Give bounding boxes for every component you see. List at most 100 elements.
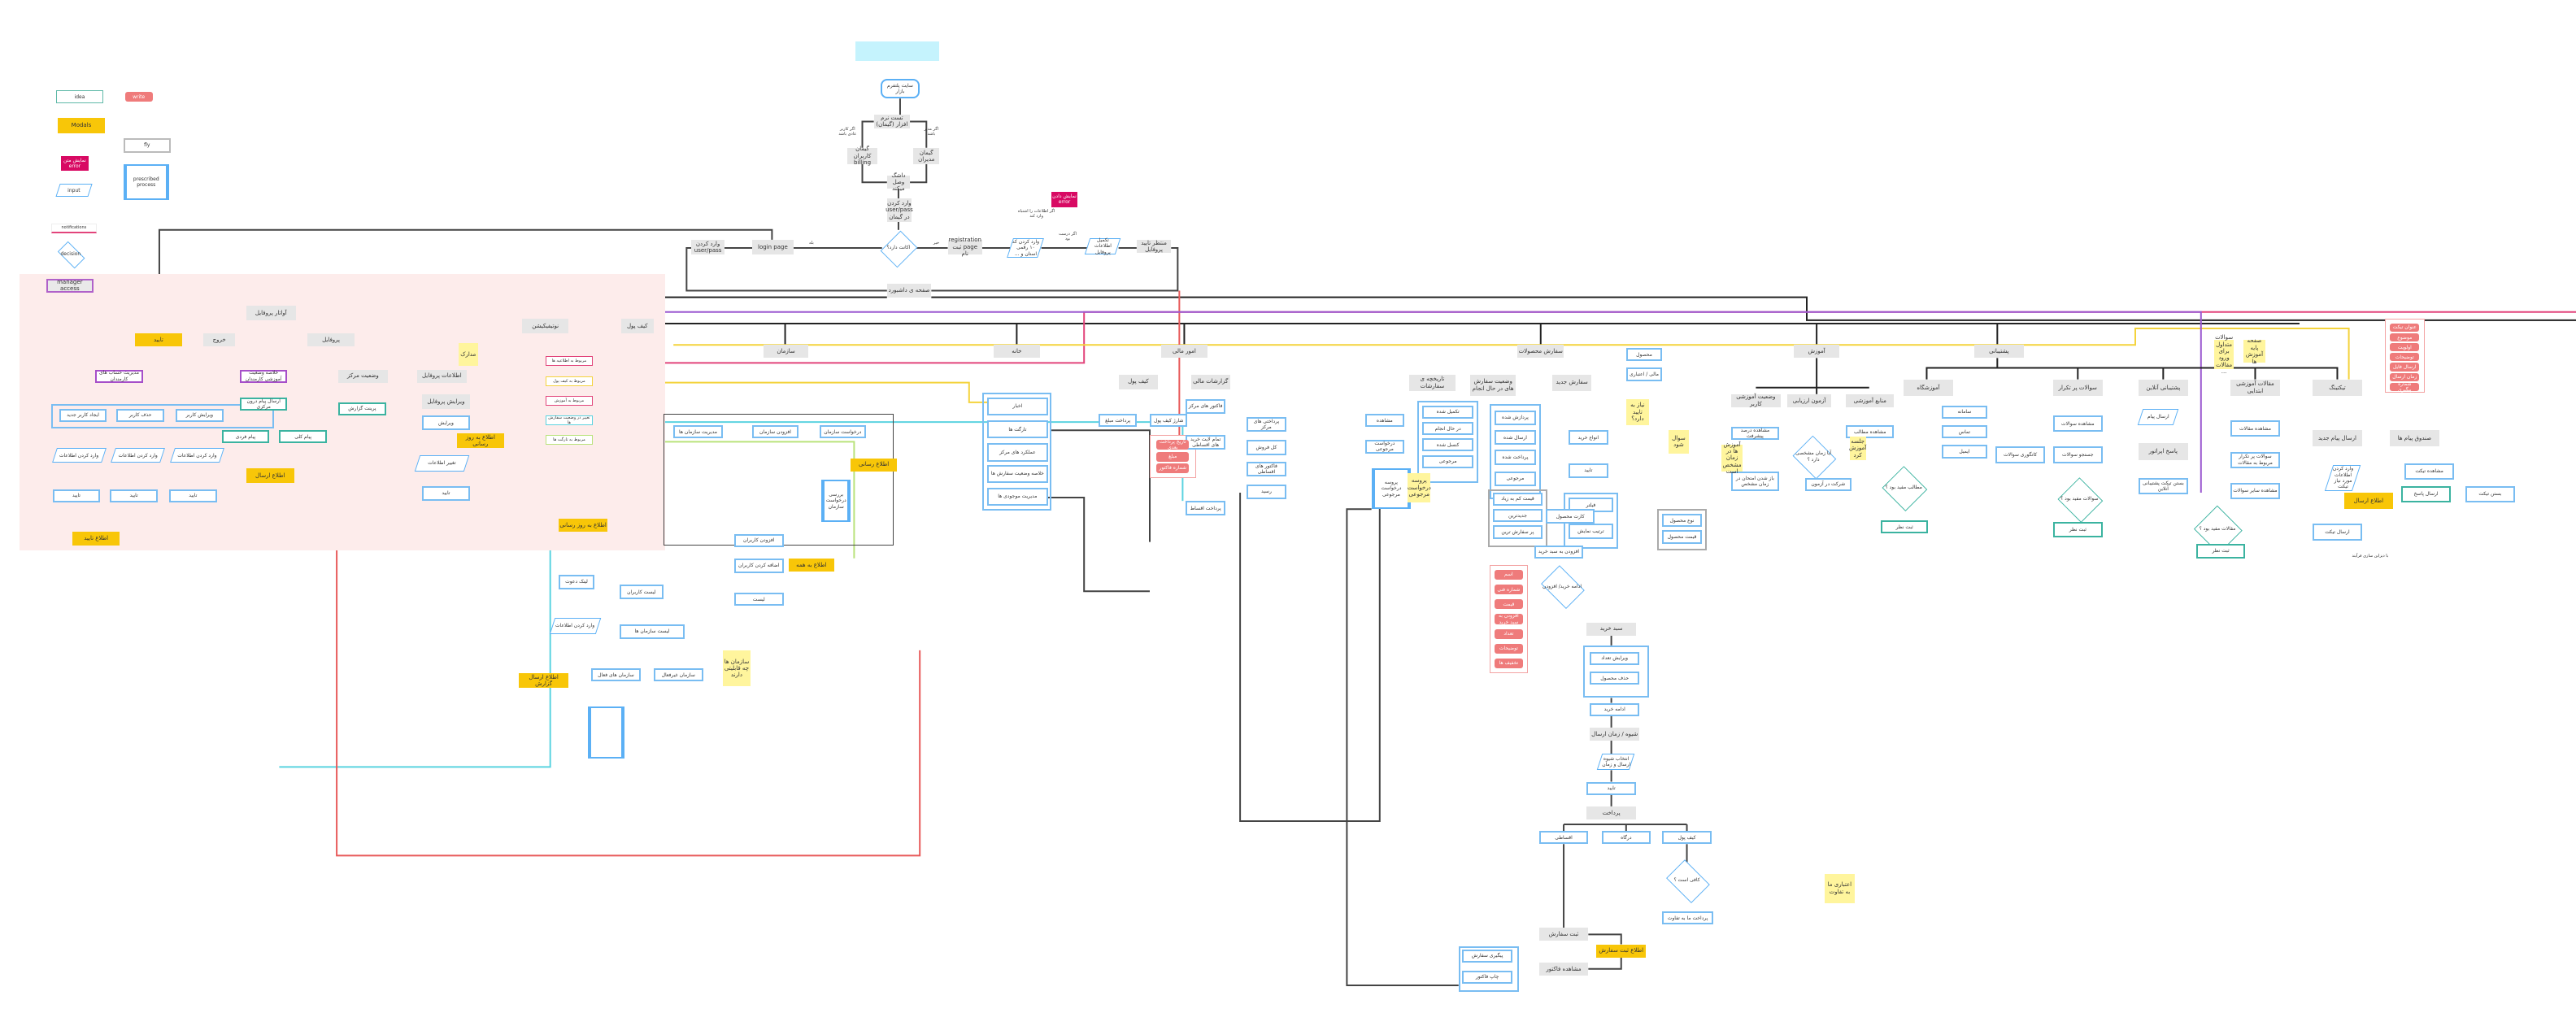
node-label: سفارش محصولات	[1518, 348, 1563, 355]
node-label: اطلاع به همه	[796, 561, 827, 568]
tr4-node: توضیحات	[2390, 353, 2420, 362]
node-label: مشاهده مقالات	[2239, 425, 2271, 432]
t-note-node: با دیزاین سازی فرآیند	[2346, 552, 2395, 560]
node-label: پاسخ اپراتور	[2148, 448, 2178, 455]
neworder-node: سفارش جدید	[1551, 374, 1592, 391]
c1-node: پردازش شده	[1495, 411, 1536, 426]
org1-node: مدیریت سازمان ها	[673, 425, 723, 439]
node-label: کارت محصول	[1556, 513, 1585, 520]
e-view-node: مشاهده مطالب	[1846, 425, 1895, 439]
node-label: تایید	[442, 490, 450, 497]
node-label: سازمان ها چه قابلیتی دارند	[724, 658, 750, 679]
confirm-node: تایید	[169, 489, 217, 503]
connector-line	[910, 164, 928, 184]
node-label: بستن تیکت پشتیبانی آنلاین	[2142, 480, 2184, 492]
report-node: پرینت گزارش	[338, 402, 386, 416]
node-label: قیمت کم به زیاد	[1501, 496, 1534, 502]
node-label: گزارشات مالی	[1193, 378, 1229, 385]
e-exam-node: آزمون ارزیابی	[1786, 393, 1832, 407]
node-label: لیست	[752, 596, 765, 602]
node-label: مدیریت موجودی ها	[998, 493, 1038, 500]
node-label: ایمیل	[1959, 448, 1970, 454]
node-label: اطلاع به روز رسانی	[465, 433, 495, 448]
node-label: انتخاب شیوه ارسال و زمان	[1602, 756, 1631, 768]
node-label: ثبت سفارش	[1548, 931, 1579, 938]
articles-node: مقالات آموزشی ابتدایی	[2230, 379, 2280, 396]
node-label: لینک دعوت	[565, 579, 588, 585]
node-label: ارسال پیام درون مرکزی	[246, 398, 281, 410]
s-tour-node: آموزشگاه	[1904, 379, 1953, 396]
newuser-node: ایجاد کاربر جدید	[59, 408, 107, 423]
e-take-node: شرکت در آزمون	[1804, 477, 1852, 491]
on-reply-node: پاسخ اپراتور	[2139, 443, 2188, 460]
node-label: ثبت نظر	[2212, 548, 2230, 554]
summary-node: خلاصه وضعیت آموزشی کارمندان	[239, 369, 288, 383]
reg-node: registration page ثبت نام	[947, 237, 982, 257]
node-label: مشاهده درصد پیشرفت	[1740, 428, 1770, 440]
node-label: اگر مدیر باشد	[924, 126, 939, 137]
home-node: خانه	[994, 345, 1040, 359]
node-label: تایید	[129, 493, 138, 499]
modals-node: Modals	[57, 118, 106, 133]
node-label: مربوط به تارگت ها	[553, 437, 585, 443]
node-label: مشاهده سوالات	[2060, 420, 2095, 427]
charge-node: شارژ کیف پول	[1150, 414, 1188, 428]
org-c1-node: اضافه کردن کاربران	[733, 558, 784, 573]
node-label: مقالات مفید بود ؟	[2199, 525, 2236, 532]
node-label: لیست کاربران	[627, 589, 656, 595]
connector-line	[1029, 497, 1150, 593]
pm2-node: درگاه	[1601, 831, 1651, 845]
node-label: idea	[74, 93, 85, 100]
userpass-node: وارد کردن user/pass در گیمان	[886, 198, 913, 222]
node-label: اطلاع ارسال گزارش	[529, 673, 559, 688]
connector-line	[931, 296, 2576, 321]
node-label: notifications	[61, 225, 87, 231]
dash-node: صفحه ی داشبورد	[886, 284, 932, 298]
waitprof-node: منتظر تایید پروفایل	[1136, 239, 1172, 254]
confirm-node: تایید	[422, 485, 470, 502]
ok-lbl-node: اگر درست بود	[1056, 232, 1079, 241]
node-label: وضعیت آموزشی کاربر	[1736, 393, 1776, 407]
confirm-node: تایید	[110, 489, 158, 503]
node-label: کل فروش	[1255, 444, 1277, 450]
node-label: فاکتور های اقساطی	[1255, 463, 1277, 475]
enterup-node: وارد کردن user/pass	[691, 239, 724, 255]
node-label: تایید	[72, 493, 80, 499]
on-close-node: بستن تیکت پشتیبانی آنلاین	[2139, 477, 2188, 494]
node-label: خروج	[212, 336, 226, 343]
o-sticky-node: پروسه درخواست مرجوعی	[1408, 472, 1431, 503]
centerinv-node: فاکتور های مرکز	[1186, 398, 1225, 415]
node-label: جستجو سوالات	[2061, 451, 2094, 458]
node-label: ترتیب نمایش	[1577, 528, 1604, 534]
node-label: منتظر تایید پروفایل	[1141, 239, 1167, 253]
node-label: پرداختی های مرکز	[1253, 418, 1280, 431]
node-label: افزودن به سبد خرید	[1499, 613, 1519, 625]
lbl-yes-node: بله	[805, 240, 818, 246]
n3-node: مربوط به آموزش	[545, 395, 594, 406]
t-view-node: مشاهده تیکت	[2404, 463, 2454, 480]
editprof-node: ویرایش پروفایل	[422, 393, 470, 409]
node-label: پرداخت شده	[1502, 454, 1529, 460]
orders-node: سفارش محصولات	[1517, 345, 1564, 359]
edit-node: ویرایش	[422, 415, 470, 431]
connector-line	[1346, 508, 1459, 986]
node-label: شرکت در آزمون	[1811, 481, 1846, 488]
ship-in-node: انتخاب شیوه ارسال و زمان	[1599, 754, 1632, 770]
sp-st2-node: صفحه پایه آموزش ها	[2243, 337, 2265, 365]
cont-node: ادامه خرید	[1590, 702, 1639, 716]
node-label: درخواست سازمان	[824, 428, 862, 435]
node-label: input	[67, 187, 80, 193]
node-label: مشاهده مطالب	[1854, 428, 1886, 435]
c2-node: ارسال شده	[1495, 430, 1536, 446]
current-node: وضعیت سفارش های در حال انجام	[1469, 374, 1516, 396]
node-label: پرینت گزارش	[348, 406, 376, 412]
sticky-q-node: سوال شود	[1669, 430, 1689, 454]
node-label: مطالب مفید بود ؟	[1885, 485, 1922, 491]
node-label: نمایش دادن error	[1052, 193, 1077, 206]
node-label: عنوان تیکت	[2392, 324, 2417, 331]
t-send-node: ارسال تیکت	[2313, 524, 2362, 541]
connector-line	[1051, 429, 1151, 542]
err-lbl-node: اگر اطلاعات را اشتباه وارد کند	[1013, 209, 1060, 219]
node-label: نمایش متن error	[63, 157, 86, 169]
finance-node: امور مالی	[1161, 345, 1208, 359]
